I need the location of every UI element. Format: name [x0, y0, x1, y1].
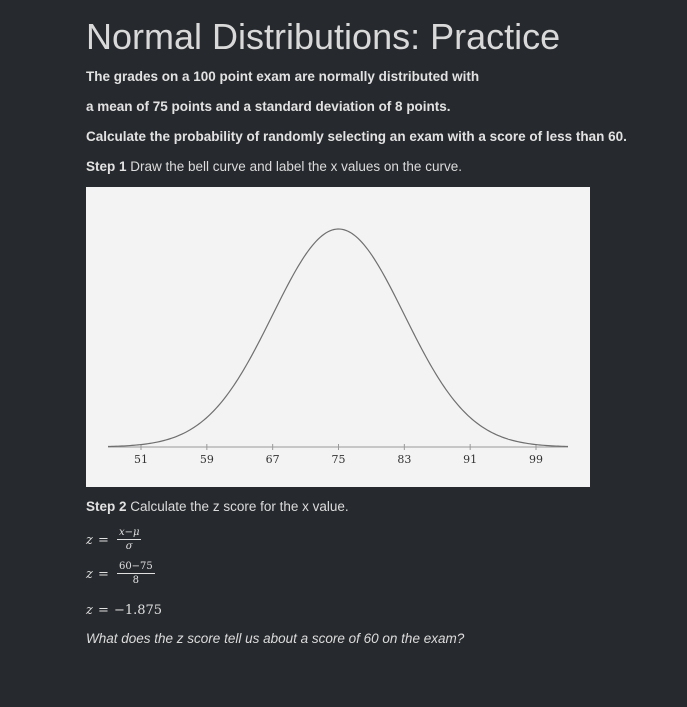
z-result: z = −1.875	[86, 599, 162, 618]
equals-sign: =	[97, 603, 109, 618]
problem-line-1: The grades on a 100 point exam are norma…	[86, 69, 480, 84]
x-tick-label-75: 75	[332, 453, 346, 466]
step-1-label: Step 1	[86, 159, 127, 174]
x-tick-label-99: 99	[529, 453, 543, 466]
z-numerator: x−μ	[116, 527, 142, 540]
z-symbol: z	[86, 603, 93, 618]
substitution-denominator: 8	[132, 575, 140, 586]
problem-line-2: a mean of 75 points and a standard devia…	[86, 99, 451, 114]
z-denominator: σ	[125, 541, 133, 552]
z-value: −1.875	[113, 603, 163, 618]
problem-line-3: Calculate the probability of randomly se…	[86, 129, 627, 144]
z-symbol: z	[86, 567, 93, 582]
x-ticks: 51 59 67 75 83 91 99	[134, 444, 543, 466]
step-2: Step 2 Calculate the z score for the x v…	[86, 499, 349, 515]
step-1-text: Draw the bell curve and label the x valu…	[126, 159, 462, 174]
bell-curve-graph: 51 59 67 75 83 91 99	[86, 187, 590, 487]
normal-curve	[107, 228, 569, 448]
substitution-fraction: 60−75 8	[116, 561, 155, 586]
bell-curve-svg: 51 59 67 75 83 91 99	[107, 228, 569, 466]
step-2-text: Calculate the z score for the x value.	[126, 499, 349, 514]
z-formula: z = x−μ σ	[86, 527, 142, 552]
step-2-label: Step 2	[86, 499, 127, 514]
z-fraction: x−μ σ	[116, 527, 142, 552]
x-tick-label-83: 83	[397, 453, 411, 466]
page-title: Normal Distributions: Practice	[86, 16, 561, 57]
equals-sign: =	[97, 533, 109, 548]
equals-sign: =	[97, 567, 109, 582]
question-text: What does the z score tell us about a sc…	[86, 631, 465, 646]
z-substitution: z = 60−75 8	[86, 561, 155, 586]
x-tick-label-67: 67	[266, 453, 280, 466]
step-1: Step 1 Draw the bell curve and label the…	[86, 159, 462, 175]
z-symbol: z	[86, 533, 93, 548]
substitution-numerator: 60−75	[116, 561, 155, 574]
x-tick-label-59: 59	[200, 453, 214, 466]
x-tick-label-51: 51	[134, 453, 148, 466]
x-tick-label-91: 91	[463, 453, 477, 466]
